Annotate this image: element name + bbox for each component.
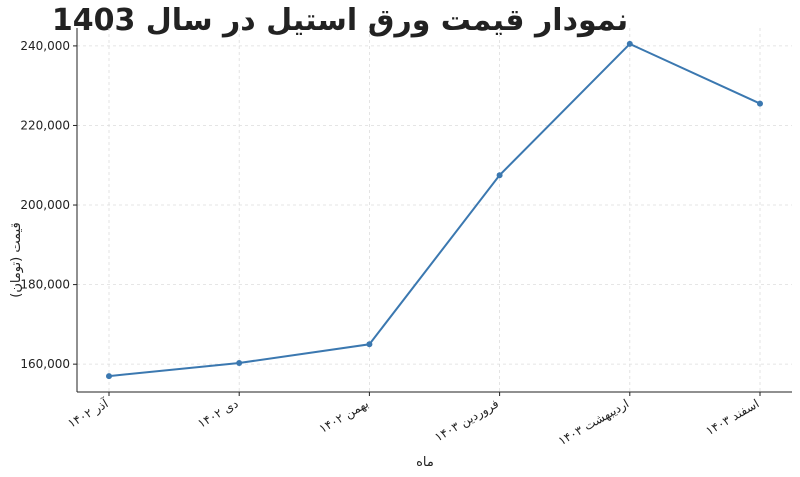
y-tick-label: 180,000 (20, 278, 70, 292)
y-tick-label: 220,000 (20, 118, 70, 132)
y-tick-label: 240,000 (20, 39, 70, 53)
data-point (757, 100, 763, 107)
x-tick-label: آذر ۱۴۰۲ (65, 395, 112, 431)
chart-title: نمودار قیمت ورق استیل در سال 1403 (52, 3, 628, 38)
y-tick-label: 200,000 (20, 198, 70, 212)
y-tick-label: 160,000 (20, 357, 70, 371)
x-axis-label: ماه (416, 455, 434, 470)
line-series (108, 42, 761, 378)
data-point (106, 373, 112, 380)
data-point (236, 359, 243, 366)
x-tick-label: فروردین ۱۴۰۳ (432, 396, 501, 445)
y-axis-label: قیمت (تومان) (9, 222, 24, 298)
data-point (366, 341, 373, 348)
data-point (626, 40, 633, 47)
x-tick-label: اردیبهشت ۱۴۰۳ (556, 396, 632, 449)
x-tick-label: اسفند ۱۴۰۳ (703, 396, 761, 438)
data-point (496, 172, 503, 179)
x-tick-label: دی ۱۴۰۲ (195, 396, 240, 430)
x-tick-label: بهمن ۱۴۰۲ (317, 396, 372, 436)
